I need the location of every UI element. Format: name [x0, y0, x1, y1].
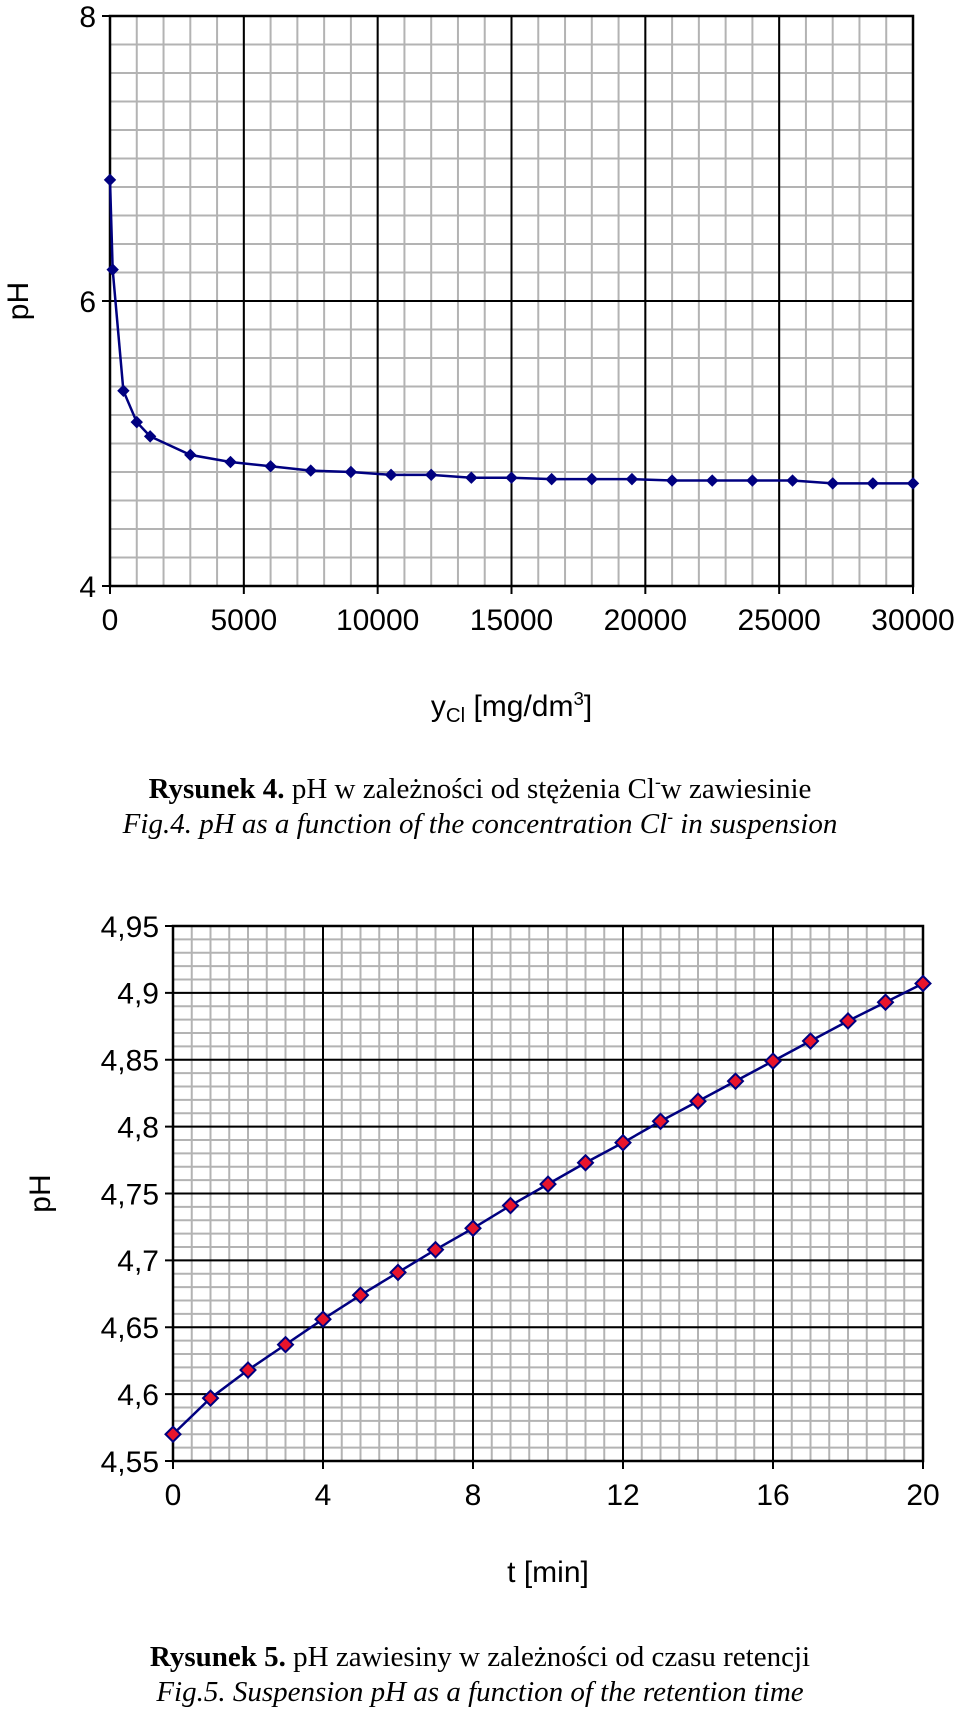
data-point-marker: [351, 1286, 370, 1305]
y-axis-label: pH: [24, 1174, 57, 1212]
data-point-marker: [465, 471, 478, 484]
data-point-marker: [264, 460, 277, 473]
data-point-marker: [665, 474, 679, 487]
data-point-marker: [689, 1092, 707, 1111]
data-point-marker: [164, 1425, 182, 1444]
data-point-marker: [464, 1219, 482, 1238]
y-tick-label: 4: [79, 571, 96, 604]
data-point-marker: [501, 1196, 520, 1215]
fig4-label: Rysunek 4.: [148, 773, 285, 805]
data-point-marker: [304, 464, 317, 477]
data-point-marker: [103, 173, 117, 187]
data-point-marker: [826, 477, 839, 490]
data-point-marker: [746, 474, 759, 487]
data-point-marker: [184, 448, 197, 462]
data-point-marker: [384, 468, 398, 482]
x-axis-label: yCl [mg/dm3]: [431, 688, 592, 727]
plot-area-border: [171, 924, 925, 1463]
data-point-marker: [505, 471, 518, 484]
y-tick-label: 4,75: [101, 1178, 159, 1211]
data-point-marker: [801, 1032, 820, 1050]
data-point-marker: [130, 415, 143, 429]
y-tick-label: 4,6: [117, 1379, 159, 1412]
data-point-marker: [726, 1072, 745, 1091]
data-point-marker: [276, 1335, 295, 1354]
y-tick-label: 8: [79, 1, 96, 34]
y-tick-label: 4,7: [117, 1245, 159, 1278]
data-point-marker: [389, 1263, 407, 1282]
x-tick-label: 0: [165, 1479, 182, 1512]
data-point-marker: [839, 1012, 857, 1030]
fig4-caption-pl: Rysunek 4. pH w zależności od stężenia C…: [0, 772, 960, 806]
data-point-marker: [426, 1240, 445, 1259]
y-tick-label: 4,85: [101, 1045, 159, 1078]
data-point-marker: [876, 993, 895, 1012]
x-tick-label: 10000: [336, 604, 419, 637]
y-axis-label: pH: [2, 282, 35, 320]
x-tick-label: 15000: [470, 604, 553, 637]
y-tick-label: 4,9: [117, 978, 159, 1011]
fig5-label: Rysunek 5.: [149, 1641, 286, 1673]
x-axis-label: t [min]: [507, 1556, 589, 1589]
data-point-marker: [585, 472, 599, 486]
x-tick-label: 0: [102, 604, 119, 637]
chart-ph-vs-chloride: 0 5000 10000 15000 20000 25000 30000 4 6 8 pH yCl […: [2, 1, 955, 727]
x-tick-label: 20000: [604, 604, 687, 637]
x-tick-label: 8: [465, 1479, 482, 1512]
x-tick-label: 4: [315, 1479, 332, 1512]
x-tick-label: 16: [756, 1479, 789, 1512]
chart-ph-vs-time: 0 4 8 12 16 20 4,55 4,6 4,65 4,7 4,75 4,8 4,85 4,9 4,9…: [24, 911, 940, 1589]
data-point-marker: [239, 1361, 257, 1379]
y-tick-label: 4,8: [117, 1111, 159, 1144]
fig4-caption-en-superscript: -: [667, 806, 673, 827]
data-point-marker: [576, 1153, 595, 1172]
data-point-marker: [914, 974, 932, 993]
data-point-marker: [545, 472, 558, 486]
y-tick-label: 6: [79, 286, 96, 319]
data-point-marker: [539, 1175, 557, 1194]
y-tick-label: 4,55: [101, 1446, 159, 1479]
x-tick-label: 20: [906, 1479, 939, 1512]
fig5-caption-en: Fig.5. Suspension pH as a function of th…: [156, 1676, 804, 1708]
x-tick-label: 30000: [871, 604, 954, 637]
fig4-caption-pl-text: pH w zależności od stężenia Cl: [284, 773, 655, 805]
fig4-caption-en: Fig.4. pH as a function of the concentra…: [0, 807, 960, 841]
data-point-marker: [117, 384, 130, 397]
data-point-marker: [866, 477, 880, 490]
data-point-marker: [706, 474, 719, 487]
y-tick-label: 4,65: [101, 1312, 159, 1345]
data-point-marker: [224, 455, 237, 469]
fig5-caption-pl: Rysunek 5. pH zawiesiny w zależności od …: [0, 1640, 960, 1674]
data-point-marker: [106, 263, 119, 276]
fig4-caption-en-text-end: in suspension: [672, 808, 838, 840]
data-point-marker: [786, 474, 799, 487]
x-tick-label: 12: [606, 1479, 639, 1512]
plot-area-border: [108, 14, 915, 588]
data-point-marker: [314, 1310, 332, 1329]
y-tick-label: 4,95: [101, 911, 159, 944]
data-point-marker: [614, 1133, 632, 1152]
fig4-caption-pl-superscript: -: [655, 771, 661, 792]
x-tick-label: 25000: [737, 604, 820, 637]
data-point-marker: [201, 1389, 220, 1408]
fig4-caption-pl-text-end: w zawiesinie: [660, 773, 812, 805]
data-point-marker: [143, 430, 157, 443]
data-point-marker: [764, 1052, 782, 1071]
fig4-caption-en-text: Fig.4. pH as a function of the concentra…: [122, 808, 668, 840]
fig5-caption-pl-text: pH zawiesiny w zależności od czasu reten…: [285, 1641, 811, 1673]
data-point-marker: [906, 477, 920, 490]
data-point-marker: [625, 472, 639, 486]
data-point-marker: [651, 1112, 670, 1131]
data-point-marker: [424, 468, 438, 482]
x-tick-label: 5000: [210, 604, 277, 637]
data-point-marker: [344, 465, 358, 479]
